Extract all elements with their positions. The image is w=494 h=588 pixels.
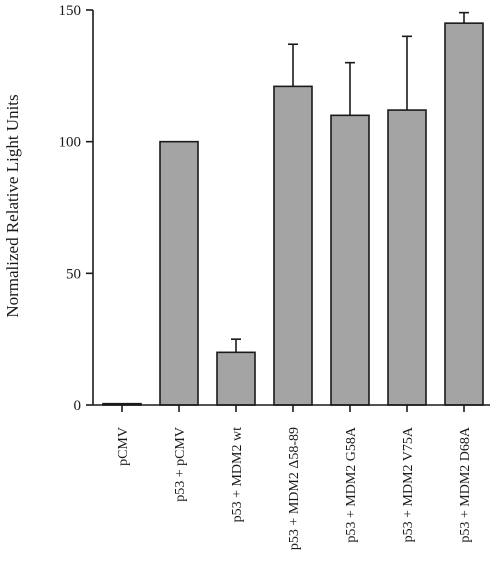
x-tick-label: p53 + MDM2 Δ58-89 [287,427,302,550]
y-tick-label: 0 [74,398,82,414]
error-bars [231,11,469,353]
bar [387,109,427,406]
bar [330,114,370,406]
x-tick-label: p53 + pCMV [173,427,188,502]
x-tick-label: p53 + MDM2 wt [230,427,245,523]
bar [444,22,484,406]
y-tick-label: 150 [59,3,82,19]
bars [102,22,484,406]
x-tick-label: p53 + MDM2 V75A [401,426,416,542]
y-tick-label: 100 [59,135,82,151]
bar [273,85,313,406]
y-axis: 0 50 100 150 [59,3,94,414]
y-axis-title: Normalized Relative Light Units [3,94,22,317]
x-axis: pCMV p53 + pCMV p53 + MDM2 wt p53 + MDM2 Δ5… [93,404,490,550]
x-tick-label: p53 + MDM2 D68A [458,426,473,543]
bar [216,351,256,406]
x-tick-label: p53 + MDM2 G58A [344,426,359,543]
bar [159,140,199,406]
x-tick-label: pCMV [116,427,131,466]
y-tick-label: 50 [66,266,81,282]
